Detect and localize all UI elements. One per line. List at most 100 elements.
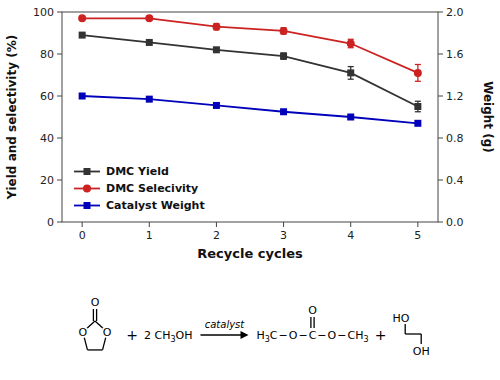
annotation: C — [309, 329, 317, 342]
plot-marks — [78, 14, 422, 127]
legend-label: DMC Yield — [106, 165, 169, 178]
point — [280, 53, 287, 60]
error-bar — [415, 65, 421, 82]
x-tick — [350, 222, 351, 227]
annotation: − — [337, 329, 346, 342]
error-bar — [213, 24, 219, 30]
atom-bg — [77, 326, 89, 338]
x-tick — [283, 222, 284, 227]
annotation: O — [103, 326, 112, 339]
point — [414, 120, 421, 127]
legend-marker — [84, 202, 91, 209]
error-bar — [348, 67, 354, 80]
error-cap — [415, 81, 421, 82]
legend-label: DMC Selecivity — [106, 182, 198, 195]
point — [146, 39, 153, 46]
annotation: + — [375, 327, 387, 343]
bond — [313, 317, 314, 328]
bond — [93, 309, 94, 321]
annotation: H — [256, 329, 264, 342]
error-bar — [281, 53, 287, 59]
y2-tick-label: 2.0 — [446, 6, 464, 19]
point — [280, 27, 288, 35]
x-tick-label: 2 — [213, 229, 220, 242]
bond — [96, 309, 97, 321]
annotation: OH — [176, 329, 193, 342]
y2-tick — [438, 96, 443, 97]
error-cap — [415, 111, 421, 112]
x-tick — [82, 222, 83, 227]
annotation: − — [298, 329, 307, 342]
y2-tick-label: 0.4 — [446, 174, 464, 187]
annotation: CH — [347, 329, 363, 342]
annotation: O — [289, 329, 298, 342]
point — [213, 102, 220, 109]
annotation: OH — [413, 345, 430, 358]
error-bar — [415, 101, 421, 112]
point — [146, 96, 153, 103]
bond — [87, 349, 102, 350]
y-tick — [57, 222, 62, 223]
y2-tick — [438, 12, 443, 13]
y-tick — [57, 180, 62, 181]
point — [213, 46, 220, 53]
annotation: − — [279, 329, 288, 342]
y-tick — [57, 12, 62, 13]
annotation: 3 — [363, 335, 368, 344]
y-tick-label: 0 — [47, 216, 54, 229]
y-tick — [57, 54, 62, 55]
atom-bg — [101, 326, 113, 338]
y-tick-label: 20 — [40, 174, 54, 187]
x-axis-label: Recycle cycles — [197, 246, 303, 261]
y2-tick — [438, 138, 443, 139]
annotation: C — [270, 329, 278, 342]
error-cap — [415, 101, 421, 102]
x-tick-label: 1 — [146, 229, 153, 242]
y-tick-label: 100 — [33, 6, 54, 19]
annotation: catalyst — [205, 319, 246, 330]
x-tick-label: 4 — [347, 229, 354, 242]
error-cap — [415, 64, 421, 65]
error-bar — [281, 28, 287, 34]
y-tick-label: 80 — [40, 48, 54, 61]
annotation: HO — [393, 312, 410, 325]
annotation: − — [317, 329, 326, 342]
series-line — [82, 35, 418, 106]
legend-label: Catalyst Weight — [106, 199, 205, 212]
point — [79, 32, 86, 39]
y-tick-label: 40 — [40, 132, 54, 145]
y-tick — [57, 138, 62, 139]
y2-tick — [438, 222, 443, 223]
annotation: 2 CH — [144, 329, 170, 342]
y-tick-label: 60 — [40, 90, 54, 103]
error-cap — [348, 79, 354, 80]
bond — [310, 317, 311, 328]
bond — [405, 324, 406, 334]
reaction-scheme: OOO+2 CH3OHcatalystH3C−O−C−O−CH3O+HOOH — [77, 296, 430, 358]
point — [79, 93, 86, 100]
point — [78, 14, 86, 22]
y-tick — [57, 96, 62, 97]
point — [145, 14, 153, 22]
annotation: O — [308, 304, 317, 317]
point — [347, 114, 354, 121]
bond — [421, 334, 422, 344]
x-tick — [417, 222, 418, 227]
annotation: O — [78, 326, 87, 339]
x-tick-label: 3 — [280, 229, 287, 242]
arrow-head — [240, 331, 248, 339]
x-tick-label: 0 — [79, 229, 86, 242]
annotation: O — [328, 329, 337, 342]
y2-tick-label: 0.8 — [446, 132, 464, 145]
y2-tick-label: 1.6 — [446, 48, 464, 61]
annotation: + — [126, 327, 138, 343]
x-tick-label: 5 — [414, 229, 421, 242]
x-tick — [216, 222, 217, 227]
legend: DMC Yield DMC Selecivity Catalyst Weight — [74, 165, 205, 212]
point — [347, 40, 355, 48]
error-bar — [348, 39, 354, 47]
point — [212, 23, 220, 31]
error-cap — [348, 66, 354, 67]
legend-marker — [84, 168, 91, 175]
point — [347, 69, 354, 76]
